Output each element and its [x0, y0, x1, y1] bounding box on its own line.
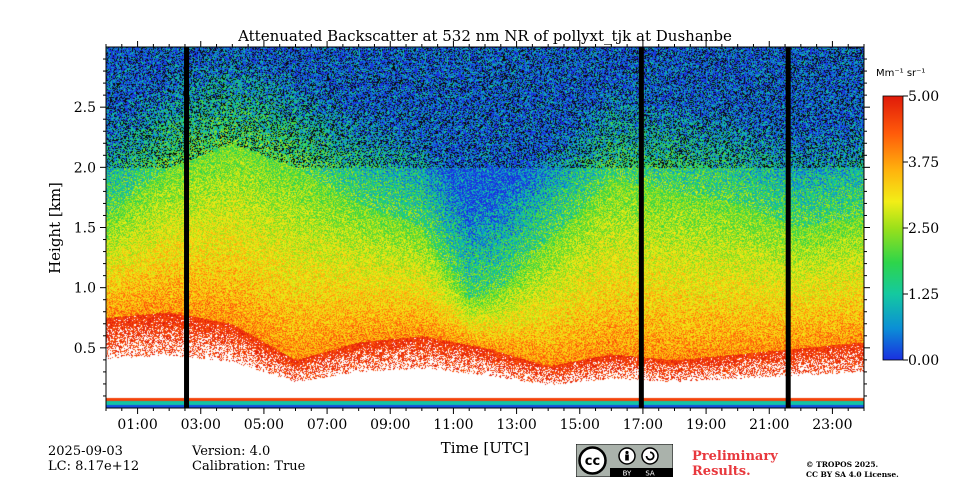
y-axis: 0.5 1.0 1.5 2.0 2.5	[74, 58, 870, 397]
x-tick-label: 19:00	[686, 417, 726, 433]
data-gap-bar	[638, 47, 644, 408]
data-gap-bar	[184, 47, 190, 408]
x-tick-label: 21:00	[749, 417, 789, 433]
x-tick-label: 15:00	[560, 417, 600, 433]
colorbar-unit: Mm⁻¹ sr⁻¹	[876, 68, 925, 79]
y-tick-label: 2.5	[74, 100, 96, 116]
by-label: BY	[623, 470, 632, 478]
backscatter-heatmap	[106, 47, 864, 408]
y-tick-label: 2.0	[74, 160, 96, 176]
sa-label: SA	[645, 470, 655, 478]
footer-calibration: Calibration: True	[192, 459, 306, 474]
x-tick-label: 09:00	[370, 417, 410, 433]
x-axis-label: Time [UTC]	[441, 439, 530, 457]
y-tick-label: 1.0	[74, 281, 96, 297]
x-tick-label: 01:00	[117, 417, 157, 433]
colorbar	[882, 95, 904, 361]
cc-icon: cc	[585, 454, 600, 469]
x-tick-label: 07:00	[307, 417, 347, 433]
data-gap-bars	[184, 47, 791, 408]
license-line-1: © TROPOS 2025.	[806, 460, 879, 469]
x-axis: 01:00 03:00 05:00 07:00 09:00 11:00 13:00 15:00…	[105, 41, 865, 433]
heatmap-canvas	[106, 47, 864, 408]
license-note: © TROPOS 2025. CC BY SA 4.0 License.	[806, 460, 899, 480]
colorbar-ticks: 0.00 1.25 2.50 3.75 5.00	[903, 89, 939, 369]
y-axis-label: Height [km]	[46, 182, 64, 274]
colorbar-tick-label: 5.00	[908, 89, 939, 105]
preliminary-results: Preliminary Results.	[692, 449, 778, 479]
footer-lc: LC: 8.17e+12	[48, 459, 140, 474]
x-tick-label: 23:00	[812, 417, 852, 433]
colorbar-tick-label: 1.25	[908, 287, 939, 303]
sa-share-icon	[641, 447, 659, 465]
x-tick-label: 17:00	[623, 417, 663, 433]
footer-date: 2025-09-03	[48, 444, 123, 459]
x-tick-label: 03:00	[181, 417, 221, 433]
license-line-2: CC BY SA 4.0 License.	[806, 470, 899, 479]
x-tick-label: 05:00	[244, 417, 284, 433]
preliminary-line-2: Results.	[692, 464, 751, 479]
colorbar-tick-label: 0.00	[908, 353, 939, 369]
y-tick-label: 1.5	[74, 221, 96, 237]
x-tick-label: 11:00	[433, 417, 473, 433]
footer-version: Version: 4.0	[192, 444, 271, 459]
y-tick-label: 0.5	[74, 341, 96, 357]
preliminary-line-1: Preliminary	[692, 449, 778, 464]
x-tick-label: 13:00	[496, 417, 536, 433]
colorbar-tick-label: 2.50	[908, 221, 939, 237]
cc-by-sa-badge: cc BY SA	[576, 444, 673, 477]
data-gap-bar	[785, 47, 791, 408]
chart-title: Attenuated Backscatter at 532 nm NR of p…	[237, 27, 732, 45]
colorbar-tick-label: 3.75	[908, 155, 939, 171]
